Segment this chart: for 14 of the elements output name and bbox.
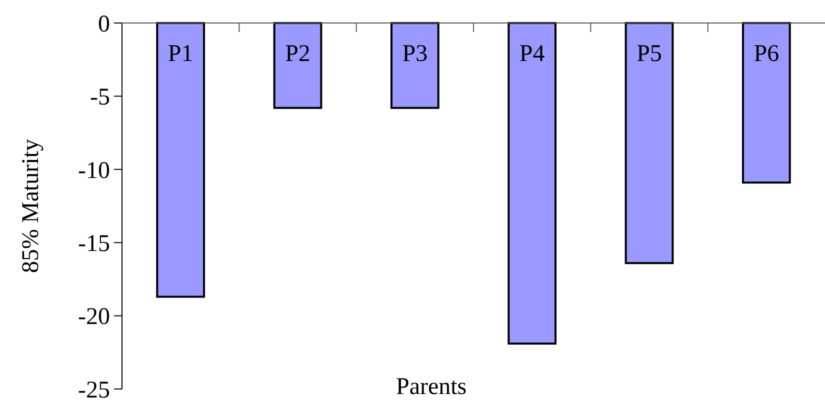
x-tick-label: P3 — [402, 41, 428, 67]
x-axis-title: Parents — [396, 374, 467, 400]
x-tick-label: P2 — [285, 41, 310, 67]
x-tick-label: P6 — [754, 41, 780, 67]
y-tick-label: -25 — [78, 377, 110, 403]
y-tick-label: -15 — [78, 231, 110, 257]
y-tick-label: -5 — [90, 84, 110, 111]
x-tick-label: P4 — [519, 41, 545, 67]
y-axis-title: 85% Maturity — [18, 139, 44, 273]
x-tick-label: P1 — [168, 41, 194, 67]
y-tick-label: -10 — [78, 158, 110, 184]
y-tick-label: 0 — [98, 11, 110, 38]
x-tick-label: P5 — [636, 41, 662, 67]
y-tick-label: -20 — [78, 304, 110, 330]
